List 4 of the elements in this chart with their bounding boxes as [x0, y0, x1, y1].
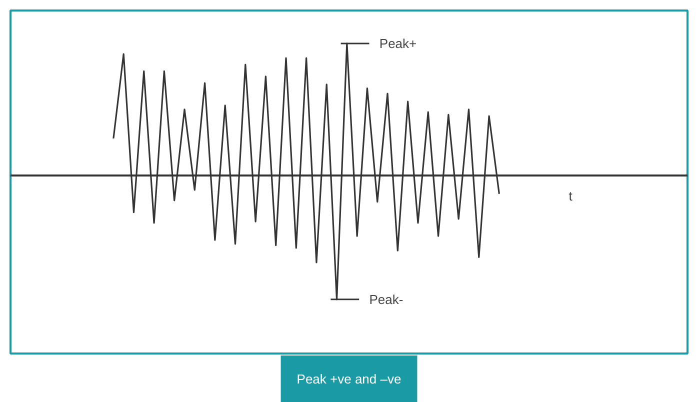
annotation: Peak- — [369, 292, 404, 307]
annotation: Peak+ — [379, 36, 417, 51]
text: t — [568, 188, 573, 204]
text: Peak +ve and –ve — [296, 372, 402, 386]
